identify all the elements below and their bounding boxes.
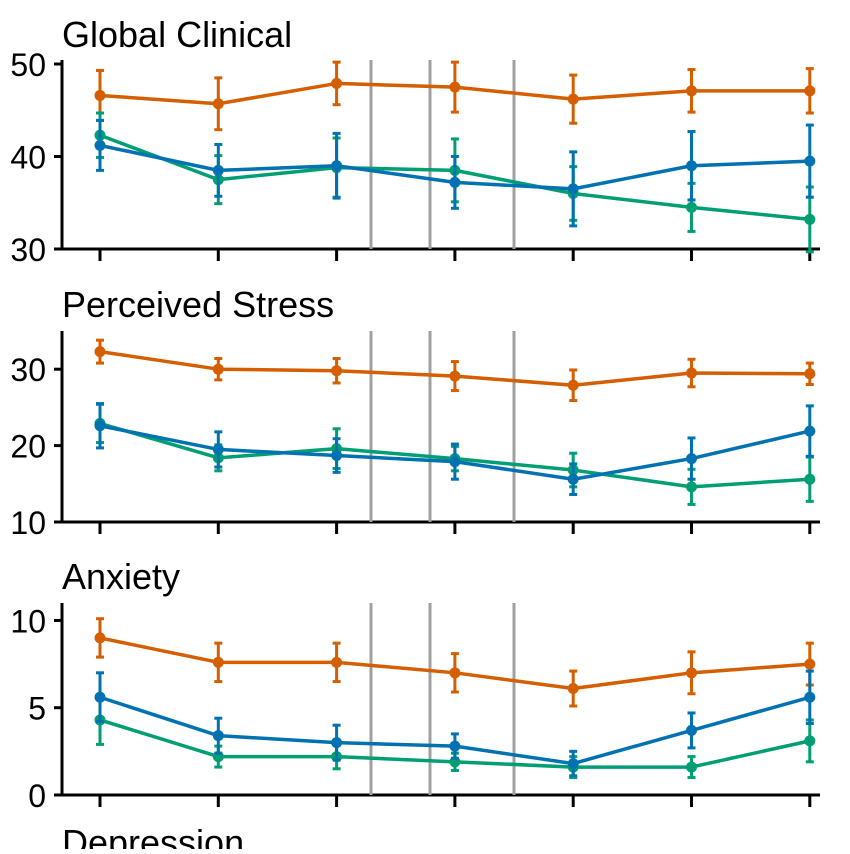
data-point: [449, 81, 461, 93]
y-tick-label: 30: [10, 232, 46, 268]
data-point: [804, 85, 816, 97]
data-point: [804, 691, 816, 703]
data-point: [567, 473, 579, 485]
data-point: [567, 93, 579, 105]
panel-title: Perceived Stress: [62, 284, 334, 325]
data-point: [331, 160, 343, 172]
data-point: [804, 473, 816, 485]
data-point: [686, 667, 697, 679]
data-point: [567, 379, 579, 391]
data-point: [686, 453, 697, 465]
panel-perceived-stress: Perceived Stress 10 20 30: [10, 284, 820, 541]
data-point: [804, 658, 816, 670]
data-point: [686, 160, 697, 172]
data-point: [331, 77, 343, 89]
y-tick-label: 10: [10, 505, 46, 541]
panel-depression: Depression: [62, 822, 244, 854]
data-point: [686, 201, 697, 213]
y-tick-label: 5: [28, 691, 46, 727]
data-point: [804, 735, 816, 747]
panel-title: Anxiety: [62, 556, 180, 597]
y-tick-label: 30: [10, 352, 46, 388]
data-point: [686, 85, 697, 97]
data-point: [449, 667, 461, 679]
series-orange: [94, 338, 816, 403]
data-point: [567, 683, 579, 695]
data-point: [804, 368, 816, 380]
data-point: [686, 367, 697, 379]
y-tick-label: 0: [28, 778, 46, 814]
data-point: [331, 450, 343, 462]
y-tick-label: 20: [10, 429, 46, 465]
y-tick-label: 50: [10, 47, 46, 83]
data-point: [449, 176, 461, 188]
series-blue: [94, 402, 816, 496]
data-point: [804, 425, 816, 437]
data-point: [94, 346, 106, 358]
data-point: [804, 155, 816, 167]
data-point: [212, 443, 224, 455]
data-point: [567, 183, 579, 195]
data-point: [94, 691, 106, 703]
series-orange: [94, 617, 816, 708]
data-point: [331, 737, 343, 749]
y-tick-label: 40: [10, 140, 46, 176]
data-point: [686, 481, 697, 493]
series-orange: [94, 60, 816, 132]
data-point: [686, 724, 697, 736]
data-point: [212, 98, 224, 110]
data-point: [449, 370, 461, 382]
data-point: [212, 656, 224, 668]
data-point: [212, 164, 224, 176]
data-point: [804, 213, 816, 225]
y-tick-label: 10: [10, 603, 46, 639]
data-point: [449, 740, 461, 752]
data-point: [212, 730, 224, 742]
data-point: [94, 139, 106, 151]
panel-global-clinical: Global Clinical 30 40 50: [10, 14, 820, 268]
data-point: [567, 758, 579, 770]
data-point: [94, 632, 106, 644]
data-point: [686, 761, 697, 773]
series-blue: [94, 669, 816, 778]
data-point: [94, 420, 106, 432]
panel-anxiety: Anxiety 0 5 10: [10, 556, 820, 814]
data-point: [94, 89, 106, 101]
data-point: [331, 365, 343, 377]
data-point: [449, 456, 461, 468]
data-point: [212, 363, 224, 375]
series-blue: [94, 118, 816, 228]
panel-title: Depression: [62, 822, 244, 849]
data-point: [331, 656, 343, 668]
panel-title: Global Clinical: [62, 14, 292, 55]
